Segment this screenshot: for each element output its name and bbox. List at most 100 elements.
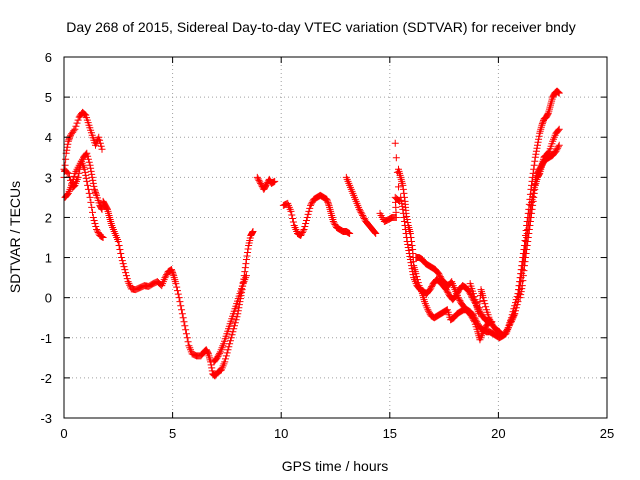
x-tick-label: 20 — [491, 426, 505, 441]
data-point — [402, 225, 410, 233]
data-point — [530, 161, 538, 169]
data-point — [454, 294, 462, 302]
data-point — [535, 170, 543, 178]
data-point — [408, 242, 416, 250]
data-point — [533, 141, 541, 149]
data-point — [435, 271, 443, 279]
data-point — [307, 201, 315, 209]
data-point — [517, 288, 525, 296]
y-tick-label: 6 — [45, 50, 52, 65]
data-point — [228, 331, 236, 339]
y-axis-label: SDTVAR / TECUs — [7, 181, 23, 293]
data-point — [226, 337, 234, 345]
data-point — [242, 272, 250, 280]
data-point — [544, 110, 552, 118]
data-point — [406, 256, 414, 264]
data-point — [469, 315, 477, 323]
data-point — [403, 234, 411, 241]
data-point — [118, 254, 126, 262]
data-point — [475, 304, 483, 312]
data-point — [532, 147, 540, 155]
data-point — [360, 214, 368, 222]
data-point — [114, 238, 122, 246]
data-point — [215, 351, 223, 359]
data-point — [511, 310, 519, 318]
data-point — [180, 318, 188, 326]
data-point — [208, 367, 216, 375]
data-point — [514, 298, 522, 306]
data-point — [257, 181, 265, 189]
data-point — [262, 181, 270, 189]
data-point — [346, 229, 354, 237]
data-point — [89, 213, 97, 221]
data-point — [69, 183, 77, 191]
data-point — [530, 186, 538, 194]
data-point — [122, 272, 130, 280]
data-point — [469, 290, 477, 298]
data-point — [88, 173, 96, 181]
data-point — [471, 296, 479, 304]
data-point — [552, 147, 560, 155]
data-point — [512, 307, 520, 315]
data-point — [214, 352, 222, 360]
data-point — [444, 289, 452, 297]
data-point — [400, 217, 408, 225]
data-point — [289, 218, 297, 226]
data-point — [225, 343, 233, 351]
data-point — [408, 265, 416, 273]
data-point — [161, 274, 169, 282]
data-point — [122, 269, 130, 277]
data-point — [529, 201, 537, 209]
data-point — [231, 322, 239, 330]
data-point — [456, 297, 464, 305]
data-point — [177, 302, 185, 310]
data-point — [406, 253, 414, 261]
data-point — [502, 328, 510, 336]
data-point — [121, 266, 129, 274]
data-point — [555, 89, 563, 97]
data-point — [443, 287, 451, 295]
data-point — [96, 136, 104, 144]
data-point — [405, 250, 413, 258]
data-point — [518, 282, 526, 290]
data-point — [554, 144, 562, 152]
data-point — [323, 195, 331, 203]
data-point — [480, 297, 488, 305]
data-point — [74, 173, 82, 181]
data-point — [86, 161, 94, 169]
data-point — [222, 352, 230, 360]
data-point — [244, 245, 252, 253]
data-point — [243, 252, 251, 260]
data-point — [173, 287, 181, 295]
data-point — [124, 278, 132, 286]
y-tick-label: 0 — [45, 291, 52, 306]
data-point — [184, 338, 192, 346]
data-point — [482, 303, 490, 311]
data-point — [289, 214, 297, 222]
data-point — [175, 294, 183, 302]
data-point — [94, 228, 102, 236]
data-point — [518, 285, 526, 293]
data-point — [119, 260, 127, 268]
data-point — [93, 225, 101, 233]
data-point — [479, 328, 487, 336]
data-point — [535, 132, 543, 140]
data-point — [528, 209, 536, 217]
series-arc-1d — [99, 197, 257, 380]
data-point — [179, 314, 187, 322]
data-point — [88, 170, 96, 178]
data-point — [83, 177, 91, 185]
data-point — [75, 169, 83, 177]
data-point — [476, 298, 484, 306]
x-tick-label: 0 — [60, 426, 67, 441]
data-point — [81, 110, 89, 118]
data-point — [255, 176, 263, 184]
data-point — [85, 189, 93, 197]
data-point — [300, 225, 308, 233]
data-point — [307, 200, 315, 208]
series-arc-6b — [397, 193, 496, 326]
data-point — [117, 250, 125, 258]
data-point — [270, 178, 278, 186]
data-point — [91, 219, 99, 227]
data-point — [231, 319, 239, 327]
